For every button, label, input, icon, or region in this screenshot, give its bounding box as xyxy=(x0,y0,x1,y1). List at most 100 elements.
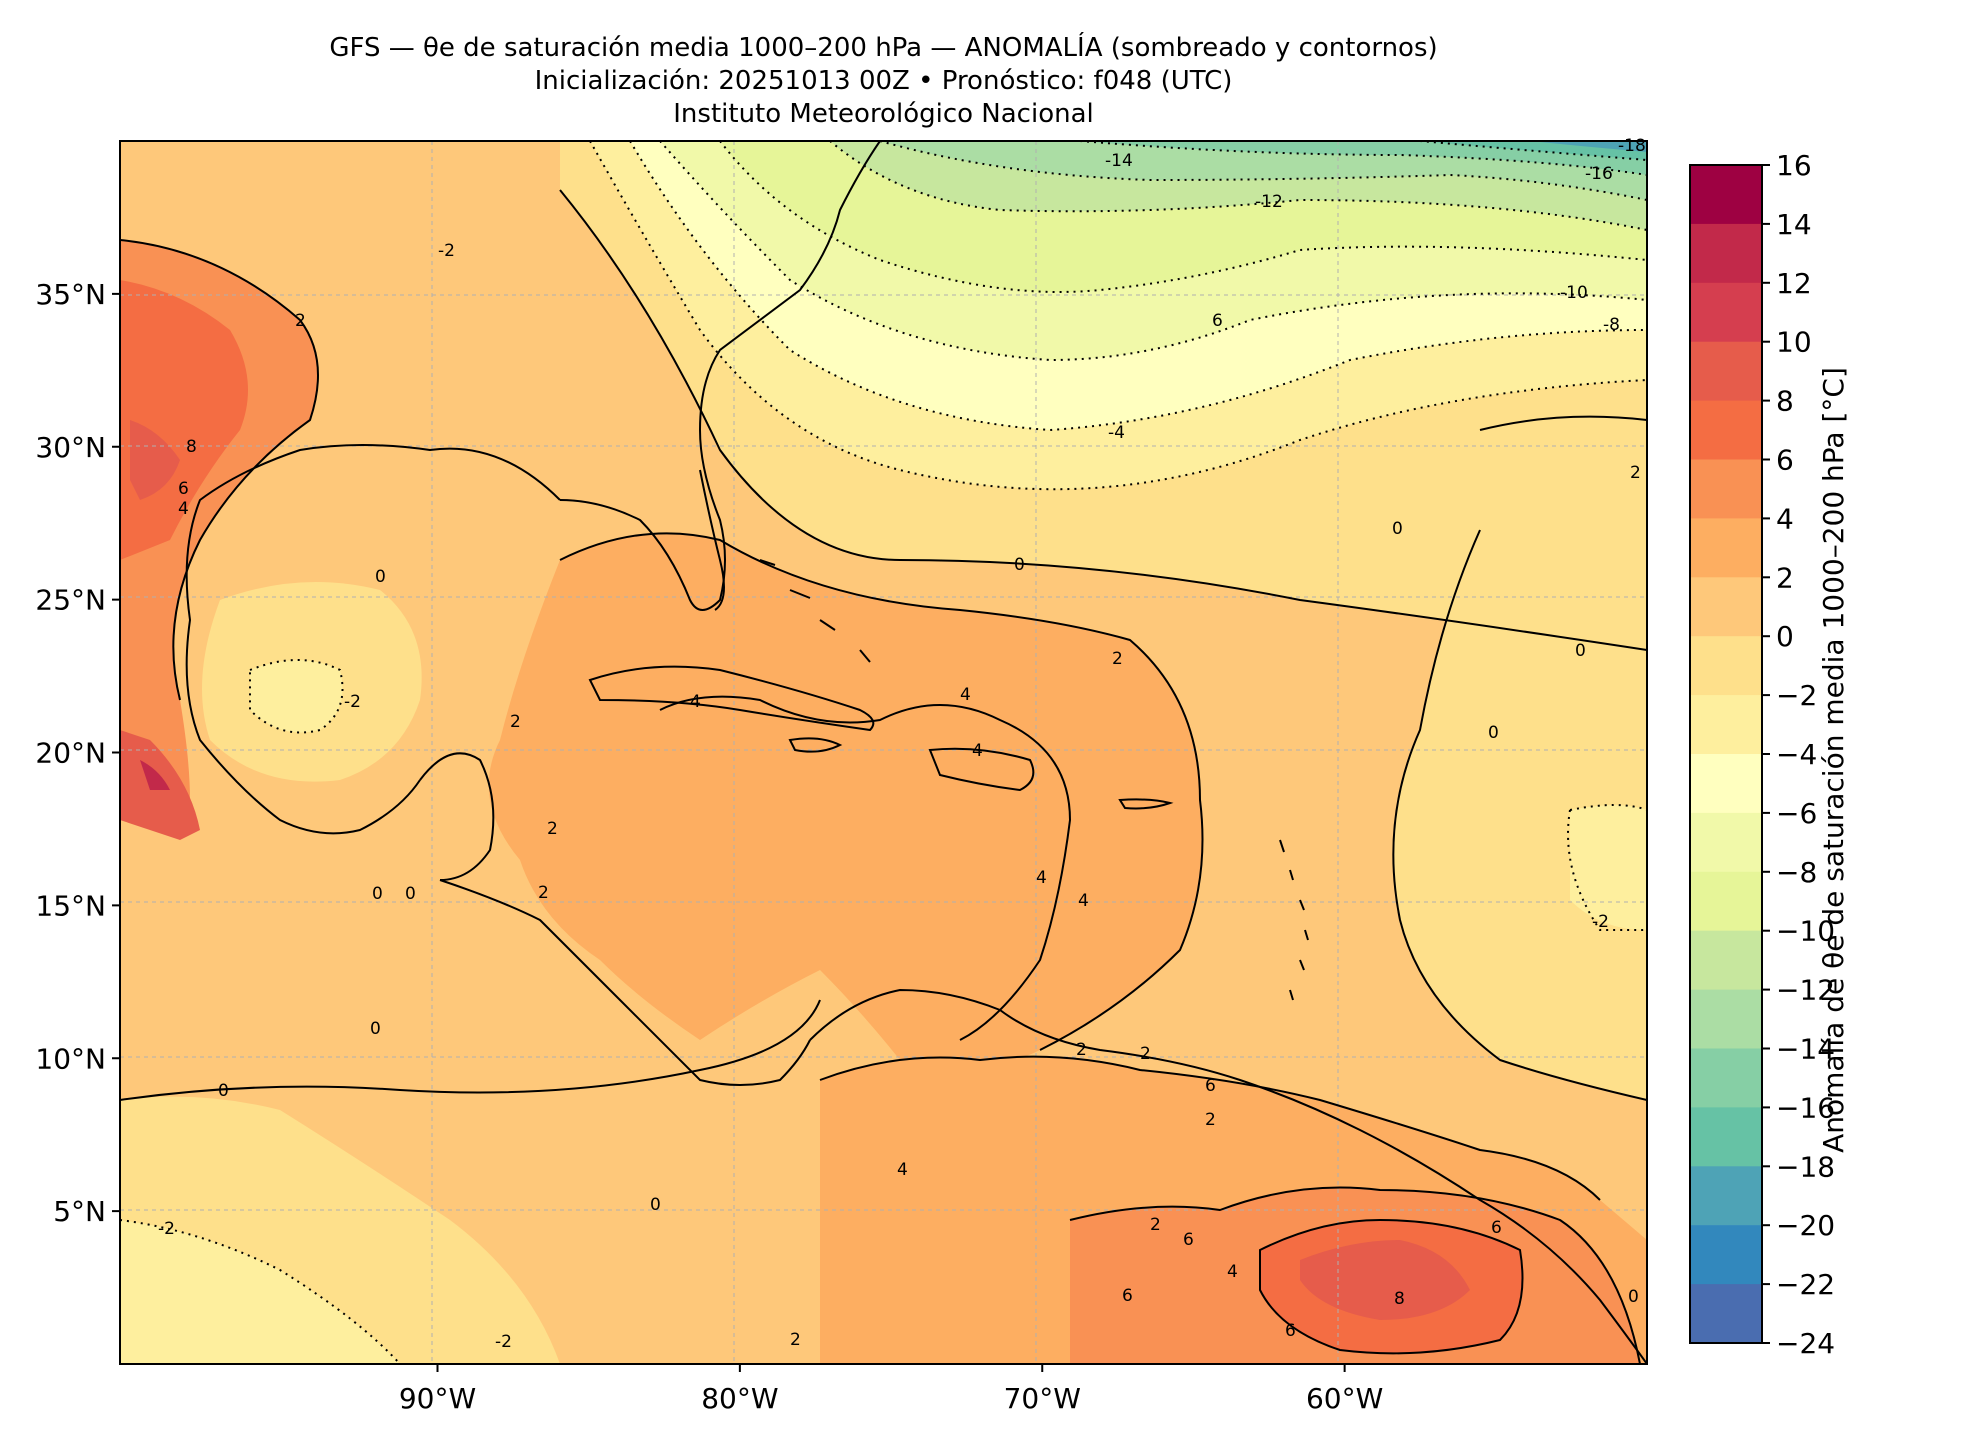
contour-label: -18 xyxy=(1618,136,1646,156)
contour-label: 4 xyxy=(1227,1262,1238,1282)
colorbar-tick-label: −18 xyxy=(1776,1150,1835,1183)
y-tick-label: 35°N xyxy=(35,278,106,311)
y-tick-label: 20°N xyxy=(35,737,106,770)
lesser-antilles xyxy=(1279,839,1309,1001)
colorbar-tick-label: 14 xyxy=(1776,208,1812,241)
contour-label: 8 xyxy=(186,437,197,457)
anomaly-band-m4-gulf xyxy=(250,660,343,733)
graticule xyxy=(120,141,1647,1364)
anomaly-band-m4-atlantic xyxy=(1570,805,1647,930)
colorbar-swatch xyxy=(1690,636,1762,696)
colorbar-swatch xyxy=(1690,989,1762,1049)
colorbar-swatch xyxy=(1690,400,1762,460)
colorbar-swatch xyxy=(1690,754,1762,814)
contour-label: 2 xyxy=(1630,463,1641,483)
x-tick-label: 60°W xyxy=(1306,1382,1383,1415)
colorbar-swatch xyxy=(1690,1284,1762,1344)
colorbar-swatch xyxy=(1690,1107,1762,1167)
contour-label: -2 xyxy=(438,241,455,261)
y-tick-label: 25°N xyxy=(35,584,106,617)
puerto-rico xyxy=(1118,798,1174,810)
contour-label: 0 xyxy=(375,567,386,587)
contour-label: -10 xyxy=(1560,283,1588,303)
contour-label: -8 xyxy=(1603,315,1620,335)
colorbar-swatch xyxy=(1690,577,1762,637)
anomaly-band-m4-sw xyxy=(120,1220,400,1364)
contour-label: 2 xyxy=(547,819,558,839)
contour-label: -14 xyxy=(1105,151,1133,171)
colorbar-tick-label: 8 xyxy=(1776,385,1794,418)
colorbar-tick-label: −4 xyxy=(1776,738,1817,771)
contour-label: 6 xyxy=(1212,311,1223,331)
title-line-2: Inicialización: 20251013 00Z • Pronóstic… xyxy=(534,66,1233,96)
colorbar-tick-label: −20 xyxy=(1776,1209,1835,1242)
contour-label: 2 xyxy=(1140,1044,1151,1064)
contour-label: 0 xyxy=(370,1019,381,1039)
contour-label: -16 xyxy=(1585,164,1613,184)
contour-label: -2 xyxy=(158,1219,175,1239)
colorbar-swatch xyxy=(1690,223,1762,284)
contour-label: 4 xyxy=(178,499,189,519)
y-tick-label: 5°N xyxy=(53,1195,106,1228)
x-axis: 90°W 80°W 70°W 60°W xyxy=(399,1364,1383,1415)
contours-positive xyxy=(120,189,1647,1364)
contour-label: 2 xyxy=(1076,1040,1087,1060)
contour-label: 6 xyxy=(178,479,189,499)
contour-label: 4 xyxy=(1036,868,1047,888)
map-area xyxy=(120,141,1647,1364)
colorbar-swatch xyxy=(1690,165,1762,225)
florida xyxy=(699,469,725,611)
title-line-1: GFS — θe de saturación media 1000–200 hP… xyxy=(329,33,1438,63)
contour-label: 0 xyxy=(405,884,416,904)
contour-label: 0 xyxy=(1628,1287,1639,1307)
contour-label: -2 xyxy=(1592,912,1609,932)
anomaly-band-p14-mx xyxy=(140,760,170,790)
title-line-3: Instituto Meteorológico Nacional xyxy=(673,99,1094,129)
colorbar-tick-label: 2 xyxy=(1776,561,1794,594)
cuba xyxy=(588,665,875,732)
contour-label: 2 xyxy=(1112,649,1123,669)
contour-label: 8 xyxy=(1394,1289,1405,1309)
contour-label: -2 xyxy=(344,692,361,712)
x-tick-label: 90°W xyxy=(399,1382,476,1415)
colorbar-swatch xyxy=(1690,930,1762,991)
gulf-coast xyxy=(185,444,561,835)
contour-label: 0 xyxy=(372,884,383,904)
colorbar-tick-label: −24 xyxy=(1776,1327,1835,1360)
contour-label: 4 xyxy=(972,741,983,761)
bahamas xyxy=(759,559,871,663)
contour-label: 2 xyxy=(790,1330,801,1350)
contour-label: -4 xyxy=(1108,423,1125,443)
anomaly-band-p8-west xyxy=(130,420,180,500)
colorbar-tick-label: −22 xyxy=(1776,1268,1835,1301)
contour-label: 0 xyxy=(1575,641,1586,661)
contour-label: 6 xyxy=(1122,1286,1133,1306)
anomaly-band-m20 xyxy=(1530,141,1647,152)
contour-label: 6 xyxy=(1205,1076,1216,1096)
colorbar-tick-label: 10 xyxy=(1776,326,1812,359)
contour-label: 6 xyxy=(1285,1321,1296,1341)
contour-label: 2 xyxy=(295,311,306,331)
contour-labels: -18 -16 -14 -12 -10 -8 6 -4 -2 2 8 6 4 0… xyxy=(158,136,1646,1352)
colorbar-swatch xyxy=(1690,282,1762,343)
y-tick-label: 10°N xyxy=(35,1042,106,1075)
contour-label: 0 xyxy=(1488,723,1499,743)
colorbar-swatch xyxy=(1690,695,1762,755)
colorbar-tick-label: 0 xyxy=(1776,620,1794,653)
contour-label: 0 xyxy=(1014,555,1025,575)
colorbar-swatch xyxy=(1690,1048,1762,1108)
colorbar-tick-label: −14 xyxy=(1776,1033,1835,1066)
contour-label: 2 xyxy=(1205,1110,1216,1130)
contour-label: 2 xyxy=(1150,1215,1161,1235)
colorbar-swatch xyxy=(1690,812,1762,873)
colorbar-tick-label: −6 xyxy=(1776,797,1817,830)
y-axis: 35°N 30°N 25°N 20°N 15°N 10°N 5°N xyxy=(35,278,120,1228)
y-tick-label: 15°N xyxy=(35,889,106,922)
colorbar-tick-label: 4 xyxy=(1776,502,1794,535)
y-tick-label: 30°N xyxy=(35,431,106,464)
colorbar-swatch xyxy=(1690,1225,1762,1285)
colorbar-tick-label: −10 xyxy=(1776,915,1835,948)
colorbar-swatch xyxy=(1690,871,1762,932)
colorbar-swatch xyxy=(1690,1166,1762,1226)
contour-label: 4 xyxy=(1078,891,1089,911)
